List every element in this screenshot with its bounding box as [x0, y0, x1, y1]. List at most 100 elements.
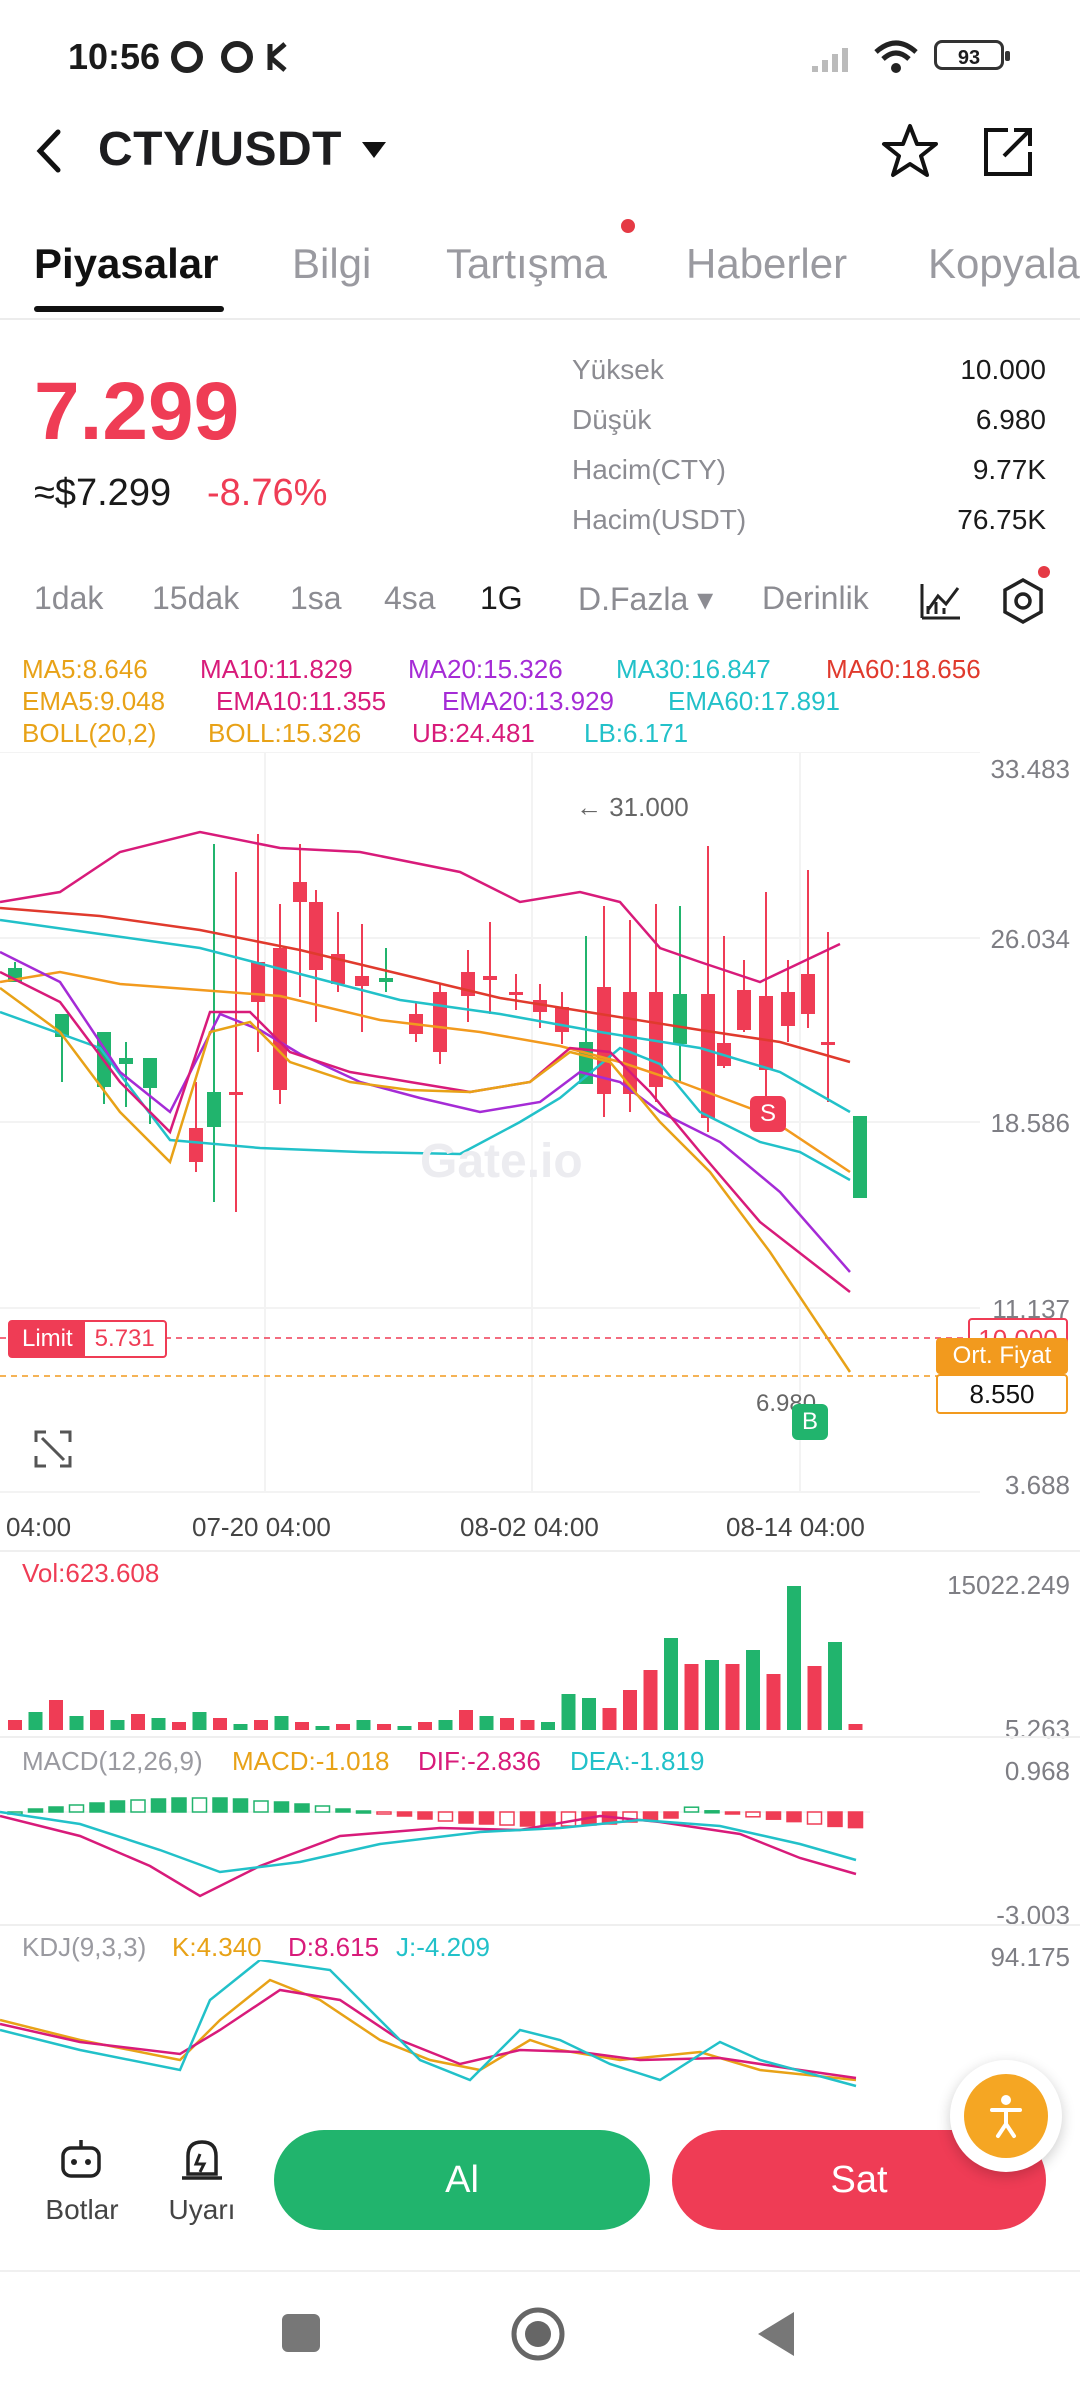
volume-bar — [828, 1642, 842, 1730]
macd-dea-line — [0, 1810, 857, 1874]
recent-apps-button[interactable] — [282, 2314, 320, 2352]
settings-icon[interactable] — [998, 576, 1048, 626]
interval-15dak[interactable]: 15dak — [152, 580, 240, 616]
interval-1sa[interactable]: 1sa — [290, 580, 342, 616]
bots-label[interactable]: Botlar — [45, 2194, 119, 2225]
volume-bar — [315, 1726, 330, 1730]
tab-piyasalar[interactable]: Piyasalar — [34, 240, 219, 287]
pair-title[interactable]: CTY/USDT — [98, 123, 342, 176]
back-nav-button[interactable] — [754, 2310, 798, 2358]
volume-bar — [561, 1694, 576, 1730]
tab-haberler[interactable]: Haberler — [686, 240, 848, 287]
interval-1dak[interactable]: 1dak — [34, 580, 104, 616]
home-button[interactable] — [510, 2306, 566, 2362]
candle-body — [251, 962, 265, 1002]
volume-max: 15022.249 — [947, 1570, 1070, 1600]
ema60-label: EMA60:17.891 — [668, 686, 841, 716]
candle-body — [759, 996, 773, 1070]
y-axis-label-2: 26.034 — [990, 924, 1070, 954]
sell-marker: S — [750, 1096, 786, 1132]
interval-more[interactable]: D.Fazla ▾ — [578, 581, 714, 617]
interval-4sa[interactable]: 4sa — [384, 580, 436, 616]
tab-kopyala[interactable]: Kopyala — [928, 240, 1080, 287]
candle-body — [207, 1092, 221, 1127]
stat-value-vol-cty: 9.77K — [972, 454, 1046, 485]
kdj-max: 94.175 — [990, 1942, 1070, 1972]
macd-bar — [663, 1811, 679, 1819]
boll-label: BOLL:15.326 — [208, 718, 362, 748]
boll-params-label: BOLL(20,2) — [22, 718, 157, 748]
volume-bar — [397, 1726, 412, 1730]
bot-icon[interactable] — [56, 2136, 106, 2186]
depth-tab[interactable]: Derinlik — [762, 580, 869, 616]
macd-bar — [499, 1811, 515, 1826]
ma10-label: MA10:11.829 — [200, 654, 353, 684]
macd-bar — [519, 1811, 536, 1827]
accessibility-icon — [964, 2074, 1048, 2158]
limit-tag-label: Limit — [10, 1322, 85, 1356]
macd-max: 0.968 — [1004, 1756, 1070, 1786]
volume-bar — [69, 1716, 84, 1730]
avg-price-tag-value: 8.550 — [936, 1374, 1068, 1414]
kdj-k: K:4.340 — [172, 1932, 262, 1962]
ma20-label: MA20:15.326 — [408, 654, 563, 684]
macd-bar — [130, 1799, 146, 1813]
kdj-k-line — [0, 1978, 857, 2082]
buy-button[interactable]: Al — [274, 2130, 650, 2230]
limit-order-tag[interactable]: Limit 5.731 — [8, 1320, 167, 1358]
notification-dot — [621, 219, 635, 233]
volume-bar — [787, 1586, 801, 1730]
tab-divider — [0, 318, 1080, 320]
volume-bar — [623, 1690, 637, 1730]
volume-bar — [418, 1722, 432, 1730]
panel-divider — [0, 1550, 1080, 1552]
macd-bar — [212, 1797, 228, 1813]
volume-bar — [336, 1724, 350, 1730]
macd-bar — [827, 1811, 843, 1828]
tab-bilgi[interactable]: Bilgi — [292, 240, 372, 287]
tab-tartisma[interactable]: Tartışma — [446, 240, 608, 287]
signal-icon — [812, 48, 848, 72]
macd-bar — [253, 1800, 269, 1813]
volume-bar — [151, 1718, 166, 1730]
macd-bar — [478, 1811, 495, 1825]
candle-body — [331, 954, 345, 984]
kdj-d-line — [0, 1988, 857, 2080]
candle-body — [189, 1128, 203, 1162]
volume-bar — [377, 1724, 391, 1730]
candlestick-chart[interactable] — [0, 752, 1080, 1502]
pair-dropdown-icon[interactable] — [360, 140, 388, 160]
back-icon[interactable] — [30, 126, 70, 176]
macd-bar — [847, 1811, 864, 1829]
macd-bar — [745, 1811, 761, 1818]
candle-body — [483, 976, 497, 980]
volume-bar — [766, 1674, 781, 1730]
ma60-label: MA60:18.656 — [826, 654, 981, 684]
volume-bar — [725, 1664, 740, 1730]
macd-bar — [437, 1811, 454, 1822]
accessibility-button[interactable] — [950, 2060, 1062, 2172]
ma5-line — [0, 986, 852, 1373]
y-axis-label-3: 18.586 — [990, 1108, 1070, 1138]
macd-bar — [724, 1811, 741, 1815]
buy-marker: B — [792, 1404, 828, 1440]
macd-bar — [232, 1798, 249, 1813]
macd-bar — [417, 1811, 433, 1820]
volume-chart — [8, 1586, 863, 1730]
sell-button[interactable]: Sat — [672, 2130, 1046, 2230]
star-icon[interactable] — [880, 122, 940, 182]
macd-bar — [314, 1805, 331, 1813]
kdj-j: J:-4.209 — [396, 1932, 490, 1962]
chart-indicator-icon[interactable] — [918, 578, 964, 624]
fullscreen-icon[interactable] — [34, 1430, 72, 1468]
macd-bar — [273, 1801, 290, 1813]
volume-bar — [192, 1712, 207, 1730]
status-app-icons — [171, 41, 287, 73]
alert-icon[interactable] — [178, 2134, 226, 2184]
share-icon[interactable] — [980, 124, 1036, 180]
kdj-title: KDJ(9,3,3) — [22, 1932, 147, 1962]
macd-bar — [642, 1811, 659, 1821]
kdj-chart — [0, 1960, 857, 2088]
interval-1g[interactable]: 1G — [480, 580, 523, 616]
alerts-label[interactable]: Uyarı — [168, 2194, 236, 2225]
